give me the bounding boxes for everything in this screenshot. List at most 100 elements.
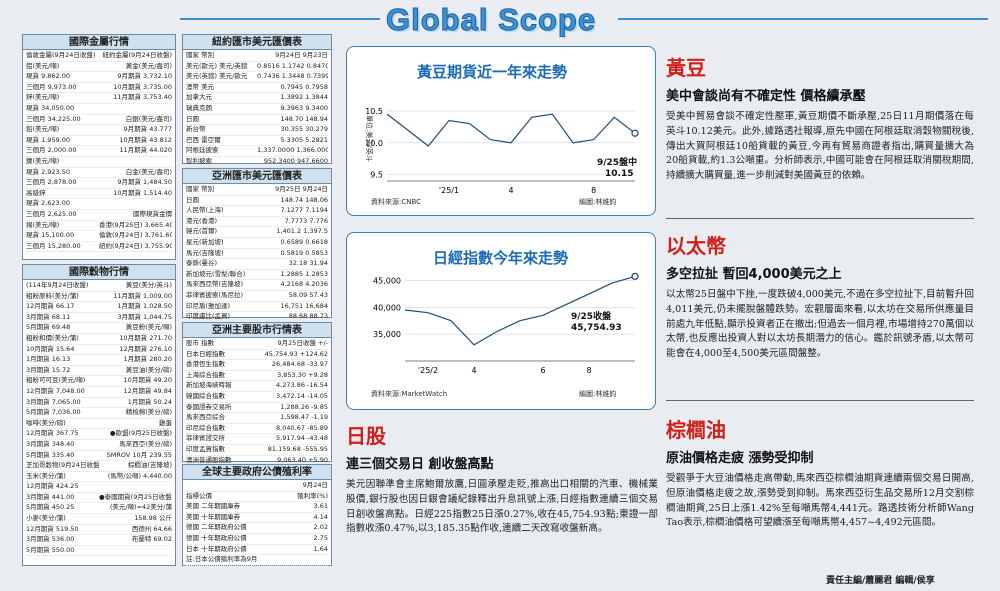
table-cell: 黃豆粉(美元/噸) xyxy=(125,323,172,332)
soy-chart-title: 黃豆期貨近一年來走勢 xyxy=(417,63,568,81)
table-cell: 三個月 2,878.00 xyxy=(26,178,77,187)
table-cell: 12月期貨 7,048.00 xyxy=(26,386,85,395)
table-cell: 西德州 64.66 xyxy=(131,524,172,533)
masthead: Global Scope xyxy=(0,0,1000,40)
table-row: 韓國綜合指數 3,472.14 -14.05 xyxy=(186,392,328,403)
table-cell: 1,598.47 -1.19 xyxy=(280,413,328,422)
table-cell: 9月期貨 3,732.10 xyxy=(117,72,172,81)
table-cell: 30.355 30.279 xyxy=(280,125,328,134)
table-cell: 咖啡(美分/磅) xyxy=(26,418,66,427)
usd-ny-table: 紐約匯市美元匯價表 國家 幣別 9月24日 9月23日 美元(歐元) 美元/英鎊 0.… xyxy=(182,34,332,189)
grains-table: 國際穀物行情 (114年9月24日收盤) 黃豆(美分/英斗) 粗粉原料(美分/蒲) 1… xyxy=(22,264,176,566)
table-cell: SMROV 10月 239.55 xyxy=(106,450,172,459)
table-cell: 日本日經指數 xyxy=(186,349,225,358)
table-cell: 1月期貨 1,028.50 xyxy=(117,302,172,311)
table-cell: 8,040.67 -85.89 xyxy=(276,423,328,432)
table-cell: 白金(美元/盎司) xyxy=(125,167,172,176)
table-cell: 3月期貨 15.72 xyxy=(26,365,71,374)
table-cell: 黃豆油(美分/磅) xyxy=(125,365,172,374)
table-row: 3月期貨 68.11 3月期貨 1,044.75 xyxy=(26,313,172,324)
table-row: (114年9月24日收盤) 黃豆(美分/英斗) xyxy=(26,281,172,292)
table-row: 三個月 15,280.00 紐約(9月24日) 3,755.90 xyxy=(26,242,172,253)
table-row: 5月期貨 7,036.00 精梳棉(美分/磅) xyxy=(26,408,172,419)
table-cell: 美國 二年期國庫券 xyxy=(186,502,241,511)
table-cell: 9月24日 9月23日 xyxy=(275,51,328,59)
table-cell: 11月期貨 1,009.00 xyxy=(113,291,172,300)
table-row: 5月期貨 69.48 黃豆粉(美元/噸) xyxy=(26,323,172,334)
soy-annotation-value: 10.15 xyxy=(605,169,633,179)
table-row: 印度孟買指數 81,159.68 -555.95 xyxy=(186,445,328,456)
table-row: 韓元(首爾) 1,401.2 1,397.5 xyxy=(186,227,328,238)
table-cell: 鋅(美元/噸) xyxy=(26,93,60,102)
table-cell: 12月期貨 424.25 xyxy=(26,482,79,491)
usd-ny-table-title: 紐約匯市美元匯價表 xyxy=(183,35,331,50)
table-cell xyxy=(99,104,172,114)
table-row: 12月期貨 367.75 ●歐盟(9月25日收盤) xyxy=(26,429,172,440)
table-cell: 瑞典克朗 xyxy=(186,103,212,112)
nikkei-gridlines xyxy=(405,280,635,362)
table-cell: 馬來西亞綜合 xyxy=(186,413,225,422)
table-cell: 新加坡元(雪梨/聯合) xyxy=(186,269,246,278)
nikkei-editor: 編圖:林維鈞 xyxy=(579,390,617,398)
table-cell: 菲律賓證交所 xyxy=(186,434,225,443)
table-cell: 鉛(美元/噸) xyxy=(26,125,60,134)
table-cell: 9,063.40 +5.90 xyxy=(277,455,328,464)
table-cell xyxy=(186,481,257,491)
table-cell: 阿根廷披索 xyxy=(186,146,219,155)
table-cell: 紐約(9月24日) 3,755.90 xyxy=(99,241,172,250)
table-cell: 現貨 1,959.00 xyxy=(26,135,71,144)
nikkei-chart-title: 日經指數今年來走勢 xyxy=(433,249,569,267)
table-row: 3月期貨 348.40 馬來西亞(美分/磅) xyxy=(26,440,172,451)
table-cell: 3,472.14 -14.05 xyxy=(276,391,328,400)
table-cell: 5月期貨 550.00 xyxy=(26,545,75,554)
table-row: 12月期貨 7,048.00 12月期貨 49.84 xyxy=(26,387,172,398)
table-row: 現貨 34,050.00 xyxy=(26,104,172,115)
table-cell: 2.02 xyxy=(313,523,328,532)
table-cell: 印尼綜合指數 xyxy=(186,423,225,432)
table-cell: 4.2168 4.2036 xyxy=(280,280,328,289)
asia-stock-table-title: 亞洲主要股市行情表 xyxy=(183,323,331,338)
table-cell: 1.3892 1.3844 xyxy=(280,93,328,102)
table-cell: 10月期貨 271.70 xyxy=(119,333,172,342)
table-row: 日圓 148.74 148.06 xyxy=(186,196,328,207)
table-cell: 玉米(美分/蒲) xyxy=(26,471,66,480)
x-tick-label: 8 xyxy=(586,366,591,375)
table-cell xyxy=(257,555,328,565)
table-row: 鎳(美元/噸) xyxy=(26,157,172,168)
table-row: 三個月 2,878.00 9月期貨 1,484.50 xyxy=(26,178,172,189)
table-cell: 倫敦金屬(9月24日收盤) xyxy=(26,51,96,59)
table-cell: 148.74 148.06 xyxy=(280,195,328,204)
soy-subhead: 美中會談尚有不確定性 價格續承壓 xyxy=(666,89,866,104)
table-cell: 2.75 xyxy=(313,533,328,542)
soy-chart-box: 黃豆期貨近一年來走勢 單位:美元/英斗 10.5 10.0 9.5 '25/1 4 8 … xyxy=(346,46,656,216)
table-cell: 三個月 34,225.00 xyxy=(26,114,81,123)
table-cell: 10月期貨 49.20 xyxy=(123,376,172,385)
table-row: 5月期貨 550.00 xyxy=(26,546,172,557)
table-cell: 日圓 xyxy=(186,195,199,204)
table-row: 加拿大元 1.3892 1.3844 xyxy=(186,93,328,104)
table-cell: ●歐盟(9月25日收盤) xyxy=(109,429,172,438)
table-cell: 3月期貨 7,065.00 xyxy=(26,397,81,406)
table-cell: 印度孟買指數 xyxy=(186,444,225,453)
table-cell: 韓國綜合指數 xyxy=(186,391,225,400)
palm-headline: 棕櫚油 xyxy=(666,418,726,442)
table-row: 現貨 9,862.00 9月期貨 3,732.10 xyxy=(26,72,172,83)
table-cell: 1.64 xyxy=(313,544,328,553)
table-cell: ●泰國期貨(9月25日收盤) xyxy=(99,492,172,501)
x-tick-label: '25/2 xyxy=(418,366,438,375)
divider-1 xyxy=(666,218,974,219)
table-cell: 12月期貨 49.84 xyxy=(123,386,172,395)
table-row: 註:日本公債殖利率為9月25日之數據 xyxy=(186,555,328,566)
table-row: 美元(英鎊) 美元/歐元 0.7436 1.3448 0.7399 1.3515 xyxy=(186,72,328,83)
soy-source: 資料來源:CNBC xyxy=(371,198,422,206)
table-row: 澳幣 美元 0.7945 0.7958 xyxy=(186,83,328,94)
table-cell: 3.61 xyxy=(313,502,328,511)
table-cell: 現貨 15,100.00 xyxy=(26,231,75,240)
eth-subhead: 多空拉扯 暫回4,000美元之上 xyxy=(666,267,842,282)
table-row: 香港恆生指數 26,484.68 -33.97 xyxy=(186,360,328,371)
table-row: 菲律賓披索(馬尼拉) 58.09 57.43 xyxy=(186,291,328,302)
table-cell: 國家 幣別 xyxy=(186,51,215,59)
table-cell: (美元/噸)=42美分/蒲 xyxy=(109,503,172,512)
page-title: Global Scope xyxy=(385,2,597,38)
table-row: 粗粉原料(美分/蒲) 11月期貨 1,009.00 xyxy=(26,292,172,303)
